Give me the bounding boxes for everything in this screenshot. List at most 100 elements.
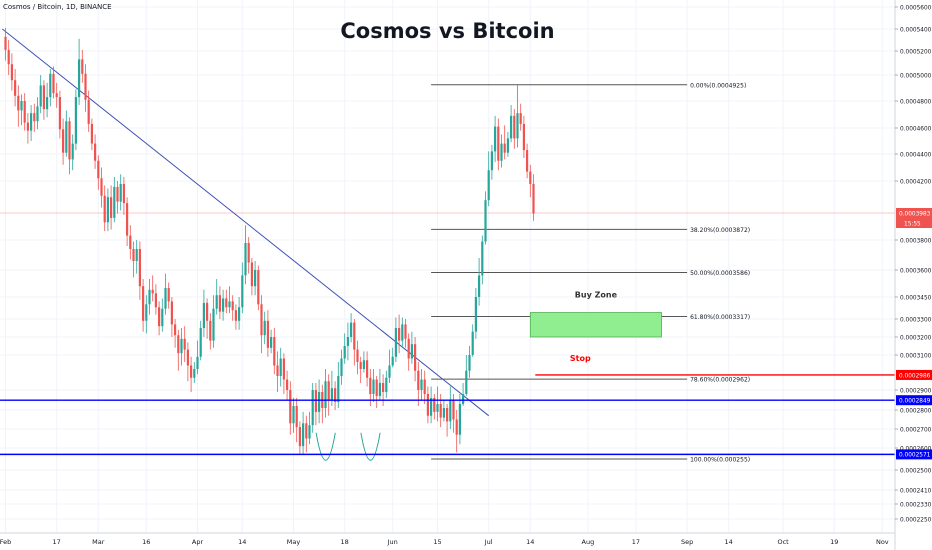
candle-body [302, 423, 305, 447]
candle-body [46, 97, 49, 110]
price-tick-label: 0.0004600 [900, 126, 932, 132]
candle-body [263, 320, 266, 336]
price-tick-label: 0.0002800 [900, 408, 932, 414]
candle-body [138, 249, 141, 287]
candle-body [4, 36, 7, 50]
candle-body [298, 427, 301, 447]
candle-body [398, 328, 401, 341]
candle-body [33, 113, 36, 122]
price-tick-label: 0.0002600 [900, 446, 932, 452]
candle-body [404, 324, 407, 339]
candle-body [334, 388, 337, 402]
candle-body [215, 295, 218, 309]
time-tick-label: Jun [387, 538, 398, 546]
candle-body [113, 186, 116, 218]
candle-body [353, 322, 356, 350]
price-tick-label: 0.0003450 [900, 295, 932, 301]
current-price-tag: 0.0003983 [899, 211, 931, 217]
candle-body [164, 288, 167, 309]
time-tick-label: 14 [238, 538, 246, 546]
candle-body [142, 286, 145, 321]
candle-body [183, 338, 186, 350]
price-tick-label: 0.0004800 [900, 99, 932, 105]
candle-body [471, 331, 474, 355]
candle-body [14, 80, 17, 96]
price-tick-label: 0.0002330 [900, 502, 932, 508]
candle-body [196, 356, 199, 369]
candle-body [359, 362, 362, 369]
candle-body [503, 143, 506, 153]
candle-body [369, 377, 372, 394]
price-tick-label: 0.0004200 [900, 179, 932, 185]
candle-body [244, 243, 247, 276]
candle-body [337, 376, 340, 402]
candle-body [199, 328, 202, 357]
candle-body [68, 121, 71, 160]
candle-body [218, 295, 221, 312]
candle-body [126, 203, 129, 236]
fib-level-label: 0.00%(0.0004925) [690, 82, 746, 89]
candle-body [388, 365, 391, 378]
candle-body [490, 151, 493, 171]
price-tick-label: 0.0003800 [900, 238, 932, 244]
candle-body [529, 171, 532, 184]
stop-label: Stop [570, 354, 591, 363]
price-tick-label: 0.0003600 [900, 268, 932, 274]
candle-body [100, 178, 103, 196]
price-tick-label: 0.0002250 [900, 517, 932, 523]
candle-body [266, 320, 269, 348]
candle-body [330, 388, 333, 400]
candle-body [500, 143, 503, 161]
time-tick-label: 14 [725, 538, 733, 546]
candle-body [468, 355, 471, 371]
candle-body [439, 404, 442, 418]
candle-body [497, 126, 500, 161]
candle-body [167, 288, 170, 302]
candle-body [458, 404, 461, 435]
candle-body [346, 337, 349, 346]
price-tick-label: 0.0002410 [900, 488, 932, 494]
price-tick-label: 0.0003200 [900, 335, 932, 341]
candle-body [526, 150, 529, 172]
candle-body [375, 379, 378, 396]
candle-body [94, 143, 97, 161]
candle-body [62, 129, 65, 153]
candle-body [286, 379, 289, 390]
candle-body [276, 365, 279, 376]
pattern-arc [315, 432, 336, 461]
candle-body [340, 358, 343, 376]
candle-body [516, 113, 519, 139]
candle-body [327, 381, 330, 400]
candle-body [478, 275, 481, 297]
candle-body [372, 379, 375, 394]
candle-body [190, 365, 193, 378]
candle-body [106, 197, 109, 223]
candle-body [222, 298, 225, 312]
candle-body [433, 398, 436, 412]
candle-body [55, 93, 58, 98]
fib-level-label: 38.20%(0.0003872) [690, 227, 750, 234]
time-axis[interactable]: Feb 17 Mar 16 Apr 14 May 18 Jun 15 Jul 14 Aug 17 Sep 14… [0, 532, 895, 546]
candle-body [484, 200, 487, 242]
candle-body [279, 358, 282, 376]
candle-body [510, 115, 513, 139]
candle-body [292, 406, 295, 424]
countdown-tag-bg [896, 218, 932, 229]
candle-body [318, 392, 321, 412]
price-tick-label: 0.0005200 [900, 49, 932, 55]
time-tick-label: Oct [777, 538, 789, 546]
candle-body [52, 73, 55, 94]
fib-level-label: 78.60%(0.0002962) [690, 377, 750, 384]
candle-body [36, 106, 39, 122]
price-axis[interactable]: 0.0005600 0.0005400 0.0005200 0.0005000 0.00… [894, 0, 932, 550]
candlestick-series [4, 27, 535, 455]
candle-body [446, 408, 449, 422]
candle-body [49, 73, 52, 98]
candle-body [273, 337, 276, 366]
candle-body [260, 304, 263, 336]
candle-body [436, 404, 439, 412]
candle-body [193, 369, 196, 378]
candle-body [151, 289, 154, 294]
candle-body [254, 270, 257, 287]
